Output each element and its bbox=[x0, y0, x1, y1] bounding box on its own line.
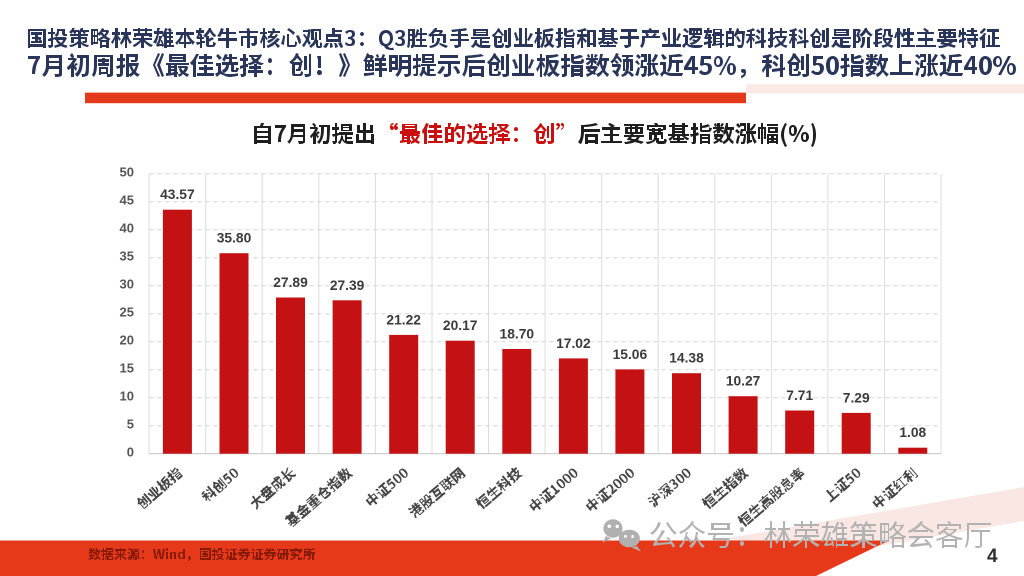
svg-text:21.22: 21.22 bbox=[386, 312, 421, 327]
svg-text:17.02: 17.02 bbox=[556, 336, 591, 351]
svg-text:30: 30 bbox=[120, 277, 134, 292]
svg-text:15: 15 bbox=[120, 361, 134, 376]
svg-text:27.89: 27.89 bbox=[273, 275, 308, 290]
svg-text:1.08: 1.08 bbox=[899, 425, 926, 440]
svg-text:35.80: 35.80 bbox=[217, 231, 252, 246]
svg-text:10: 10 bbox=[120, 389, 134, 404]
svg-text:7.71: 7.71 bbox=[786, 388, 813, 403]
svg-text:20.17: 20.17 bbox=[443, 318, 478, 333]
svg-text:5: 5 bbox=[127, 417, 134, 432]
svg-text:27.39: 27.39 bbox=[330, 278, 365, 293]
svg-text:7.29: 7.29 bbox=[843, 390, 870, 405]
svg-text:18.70: 18.70 bbox=[500, 327, 535, 342]
svg-text:25: 25 bbox=[120, 305, 134, 320]
svg-text:20: 20 bbox=[120, 333, 134, 348]
svg-text:10.27: 10.27 bbox=[726, 374, 761, 389]
svg-text:14.38: 14.38 bbox=[669, 351, 704, 366]
svg-text:40: 40 bbox=[120, 221, 134, 236]
svg-text:35: 35 bbox=[120, 249, 134, 264]
svg-text:15.06: 15.06 bbox=[613, 347, 648, 362]
svg-text:43.57: 43.57 bbox=[160, 187, 195, 202]
svg-text:50: 50 bbox=[120, 165, 134, 180]
svg-text:4: 4 bbox=[987, 546, 998, 567]
svg-text:0: 0 bbox=[127, 445, 134, 460]
svg-text:45: 45 bbox=[120, 193, 134, 208]
